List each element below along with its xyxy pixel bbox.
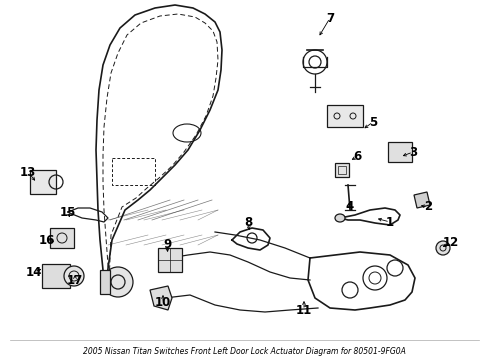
Bar [42,264,70,288]
Text: 8: 8 [244,216,252,230]
Bar [326,105,362,127]
Text: 1: 1 [385,216,393,229]
Text: 4: 4 [345,201,353,213]
Polygon shape [150,286,172,310]
Bar [387,142,411,162]
Text: 2005 Nissan Titan Switches Front Left Door Lock Actuator Diagram for 80501-9FG0A: 2005 Nissan Titan Switches Front Left Do… [82,347,405,356]
Text: 17: 17 [67,274,83,287]
Text: 12: 12 [442,237,458,249]
Bar [337,166,346,174]
Bar [100,270,110,294]
Text: 15: 15 [60,207,76,220]
Text: 3: 3 [408,145,416,158]
Text: 16: 16 [39,234,55,247]
Text: 5: 5 [368,116,376,129]
Text: 7: 7 [325,12,333,24]
Bar [158,248,182,272]
Text: 9: 9 [163,238,171,252]
Circle shape [435,241,449,255]
Bar [30,170,56,194]
Bar [50,228,74,248]
Text: 13: 13 [20,166,36,179]
Ellipse shape [334,214,345,222]
Circle shape [103,267,133,297]
Text: 14: 14 [26,266,42,279]
Text: 2: 2 [423,201,431,213]
Bar [334,163,348,177]
Text: 10: 10 [155,297,171,310]
Circle shape [64,266,84,286]
Polygon shape [413,192,429,208]
Text: 6: 6 [352,150,360,163]
Text: 11: 11 [295,303,311,316]
